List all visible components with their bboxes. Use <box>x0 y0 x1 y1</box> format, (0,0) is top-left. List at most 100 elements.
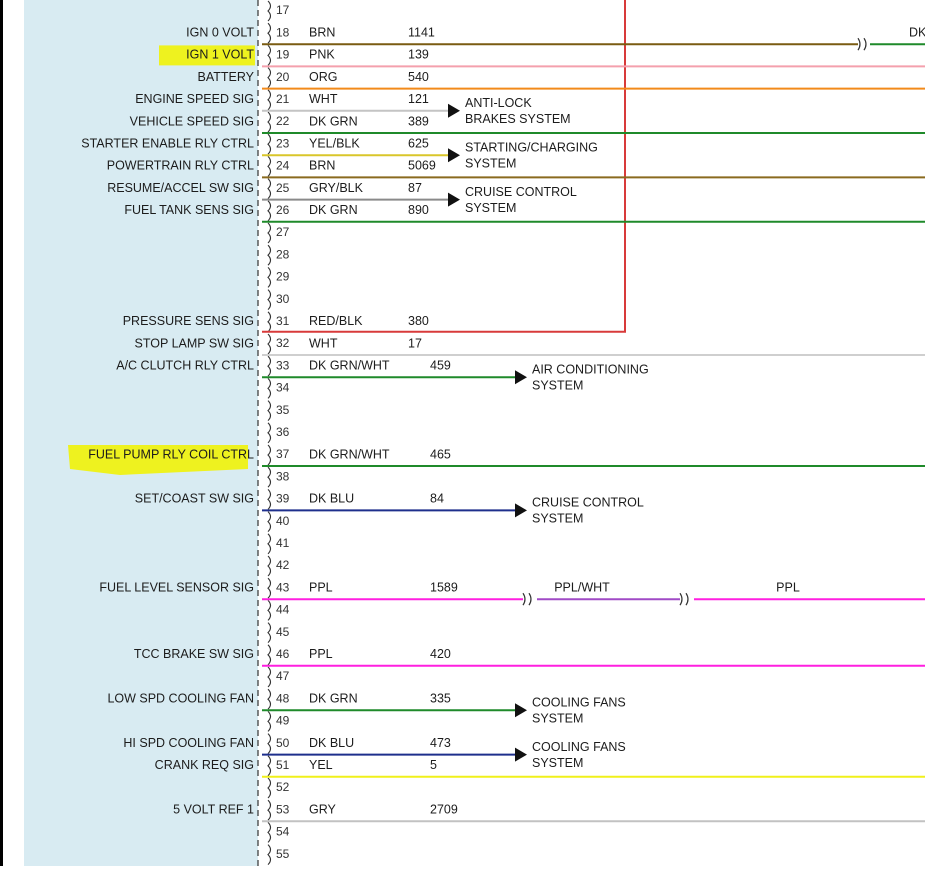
signal-label: 5 VOLT REF 1 <box>173 802 254 816</box>
signal-label: CRANK REQ SIG <box>155 758 254 772</box>
connector-cavity-outline <box>267 666 272 688</box>
destination-label: SYSTEM <box>465 156 516 170</box>
pin-number: 52 <box>276 780 290 794</box>
connector-cavity-outline <box>267 822 272 843</box>
destination-label: SYSTEM <box>532 756 583 770</box>
signal-label: IGN 0 VOLT <box>186 25 254 39</box>
connector-cavity-outline <box>267 156 272 177</box>
relay-wire-red-blk <box>262 0 626 333</box>
pin-number: 21 <box>276 92 290 106</box>
circuit-number: 1141 <box>408 25 435 39</box>
pin-number: 24 <box>276 159 290 173</box>
pin-number: 54 <box>276 825 290 839</box>
connector-cavity-outline <box>267 622 272 643</box>
circuit-number: 335 <box>430 691 451 705</box>
pin-number: 25 <box>276 181 290 195</box>
wire-color-label: DK BLU <box>309 492 354 506</box>
pin-number: 23 <box>276 136 290 150</box>
circuit-number: 121 <box>408 92 429 106</box>
wire-color-label: DK GRN <box>309 691 358 705</box>
splice-mark <box>857 37 867 51</box>
pin-number: 42 <box>276 558 290 572</box>
pin-number: 26 <box>276 203 290 217</box>
circuit-number: 420 <box>430 647 451 661</box>
connector-cavity-outline <box>267 22 272 44</box>
connector-cavity-outline <box>267 466 272 488</box>
pin-number: 37 <box>276 447 290 461</box>
connector-cavity-outline <box>267 178 272 199</box>
destination-label: SYSTEM <box>532 711 583 725</box>
wire-color-label: PPL <box>309 580 333 594</box>
signal-label: FUEL LEVEL SENSOR SIG <box>99 580 254 594</box>
circuit-number: 1589 <box>430 580 458 594</box>
highlight-mark <box>159 45 255 66</box>
connector-cavity-outline <box>267 311 272 333</box>
pin-number: 27 <box>276 225 290 239</box>
circuit-number: 5 <box>430 758 437 772</box>
circuit-number: 2709 <box>430 802 458 816</box>
highlighted-signal-label: IGN 1 VOLT <box>186 48 254 62</box>
connector-cavity-outline <box>267 378 272 399</box>
circuit-number: 389 <box>408 114 429 128</box>
pin-number: 48 <box>276 691 290 705</box>
circuit-number: 380 <box>408 314 429 328</box>
connector-cavity-outline <box>267 267 272 288</box>
circuit-number: 17 <box>408 336 422 350</box>
arrow-25 <box>448 192 460 207</box>
signal-label: ENGINE SPEED SIG <box>135 92 254 106</box>
destination-label: COOLING FANS <box>532 695 626 709</box>
wire-color-label: WHT <box>309 336 338 350</box>
splice-label: PPL <box>776 580 800 594</box>
wire-color-label: DK GRN <box>309 203 358 217</box>
pin-number: 55 <box>276 847 290 861</box>
connector-cavity-outline <box>267 844 272 865</box>
wire-color-label: YEL/BLK <box>309 136 360 150</box>
circuit-number: 87 <box>408 181 422 195</box>
destination-label: SYSTEM <box>465 201 516 215</box>
pin-number: 53 <box>276 802 290 816</box>
arrow-50 <box>515 747 527 762</box>
pin-number: 30 <box>276 292 290 306</box>
wire-color-label: PPL <box>309 647 333 661</box>
signal-label: STOP LAMP SW SIG <box>135 336 254 350</box>
pin-number: 28 <box>276 247 290 261</box>
connector-cavity-outline <box>267 67 272 88</box>
destination-label: COOLING FANS <box>532 740 626 754</box>
wire-color-label: PNK <box>309 48 335 62</box>
signal-label: LOW SPD COOLING FAN <box>107 691 254 705</box>
wire-color-label: DK BLU <box>309 736 354 750</box>
pin-number: 38 <box>276 469 290 483</box>
signal-label-panel <box>24 0 258 866</box>
wire-color-label: BRN <box>309 25 335 39</box>
circuit-number: 540 <box>408 70 429 84</box>
connector-cavity-outline <box>267 711 272 732</box>
pin-number: 40 <box>276 514 290 528</box>
connector-cavity-outline <box>267 511 272 532</box>
circuit-number: 465 <box>430 447 451 461</box>
signal-label: FUEL TANK SENS SIG <box>124 203 254 217</box>
pin-number: 33 <box>276 358 290 372</box>
pin-number: 45 <box>276 625 290 639</box>
destination-label: AIR CONDITIONING <box>532 362 649 376</box>
connector-cavity-outline <box>267 289 272 310</box>
signal-label: PRESSURE SENS SIG <box>123 314 254 328</box>
wire-color-label: RED/BLK <box>309 314 363 328</box>
connector-cavity-outline <box>267 755 272 777</box>
splice-mark <box>679 592 689 606</box>
highlighted-signal-label: FUEL PUMP RLY COIL CTRL <box>88 447 254 461</box>
wire-color-label: DK GRN/WHT <box>309 447 390 461</box>
circuit-number: 139 <box>408 48 429 62</box>
destination-label: CRUISE CONTROL <box>465 185 577 199</box>
wire-color-label: ORG <box>309 70 337 84</box>
signal-label: STARTER ENABLE RLY CTRL <box>81 136 254 150</box>
destination-label: SYSTEM <box>532 378 583 392</box>
destination-label: CRUISE CONTROL <box>532 496 644 510</box>
connector-cavity-outline <box>267 222 272 244</box>
connector-cavity-outline <box>267 777 272 799</box>
circuit-number: 459 <box>430 358 451 372</box>
signal-label: RESUME/ACCEL SW SIG <box>107 181 254 195</box>
pin-number: 18 <box>276 25 290 39</box>
pin-number: 39 <box>276 492 290 506</box>
pin-number: 44 <box>276 603 290 617</box>
